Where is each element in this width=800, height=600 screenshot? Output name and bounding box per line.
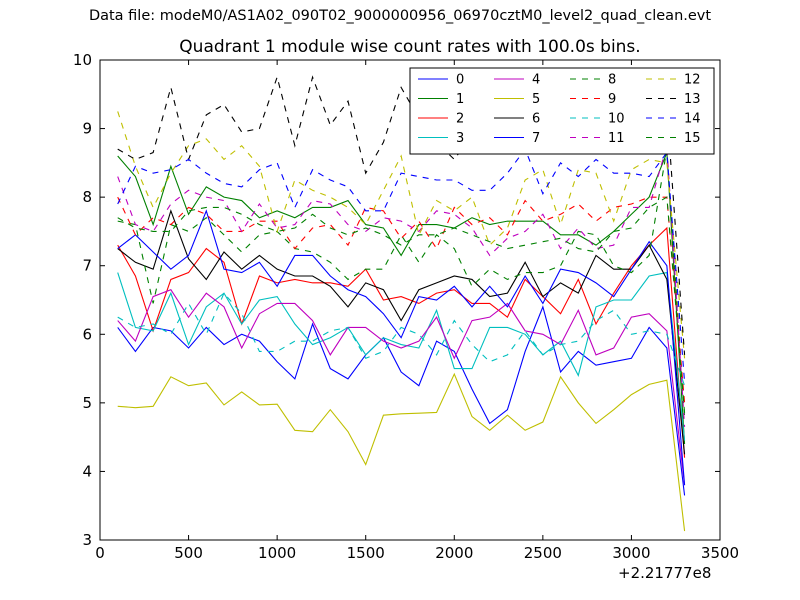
series-line-2 — [117, 226, 686, 458]
legend-label-2: 2 — [456, 112, 464, 127]
y-tick-label: 4 — [82, 462, 92, 480]
x-tick-label: 0 — [95, 544, 105, 562]
y-tick-label: 5 — [82, 394, 92, 412]
series-line-4 — [117, 289, 686, 486]
series-line-8 — [117, 149, 686, 417]
series-line-14 — [117, 148, 686, 383]
legend-label-12: 12 — [684, 73, 701, 88]
y-tick-label: 9 — [82, 120, 92, 138]
series-line-10 — [117, 292, 686, 386]
legend-label-3: 3 — [456, 131, 464, 146]
y-tick-label: 7 — [82, 257, 92, 275]
series-line-15 — [117, 196, 686, 414]
legend-label-15: 15 — [684, 131, 701, 146]
legend-label-1: 1 — [456, 92, 464, 107]
series-lines — [117, 75, 686, 532]
legend-label-8: 8 — [608, 73, 616, 88]
x-offset-label: +2.21777e8 — [618, 564, 712, 582]
y-tick-label: 6 — [82, 325, 92, 343]
chart-title: Quadrant 1 module wise count rates with … — [179, 37, 641, 57]
series-line-3 — [117, 271, 686, 441]
plot-frame — [99, 59, 721, 541]
series-line-12 — [117, 111, 686, 359]
legend-label-11: 11 — [608, 131, 625, 146]
y-tick-label: 10 — [73, 51, 92, 69]
legend-label-14: 14 — [684, 112, 701, 127]
series-line-6 — [117, 209, 686, 455]
legend-label-4: 4 — [532, 73, 540, 88]
legend-label-6: 6 — [532, 112, 540, 127]
x-tick-label: 1500 — [347, 544, 385, 562]
x-tick-label: 2000 — [435, 544, 473, 562]
x-tick-label: 1000 — [258, 544, 296, 562]
legend-label-5: 5 — [532, 92, 540, 107]
legend-label-10: 10 — [608, 112, 625, 127]
series-line-9 — [117, 196, 686, 403]
series-line-0 — [117, 305, 686, 496]
series-line-7 — [117, 209, 686, 486]
legend-label-0: 0 — [456, 73, 464, 88]
legend-box — [409, 67, 715, 155]
figure-suptitle: Data file: modeM0/AS1A02_090T02_90000009… — [88, 8, 712, 24]
x-tick-label: 2500 — [524, 544, 562, 562]
x-tick-label: 500 — [174, 544, 203, 562]
y-tick-label: 8 — [82, 188, 92, 206]
legend-label-9: 9 — [608, 92, 616, 107]
y-tick-label: 3 — [82, 531, 92, 549]
x-axis: 0 500 1000 1500 2000 2500 3000 3500 — [95, 60, 739, 562]
x-tick-label: 3500 — [701, 544, 739, 562]
legend-label-13: 13 — [684, 92, 701, 107]
legend-label-7: 7 — [532, 131, 540, 146]
series-line-5 — [117, 372, 686, 532]
x-tick-label: 3000 — [612, 544, 650, 562]
series-line-11 — [117, 145, 686, 427]
